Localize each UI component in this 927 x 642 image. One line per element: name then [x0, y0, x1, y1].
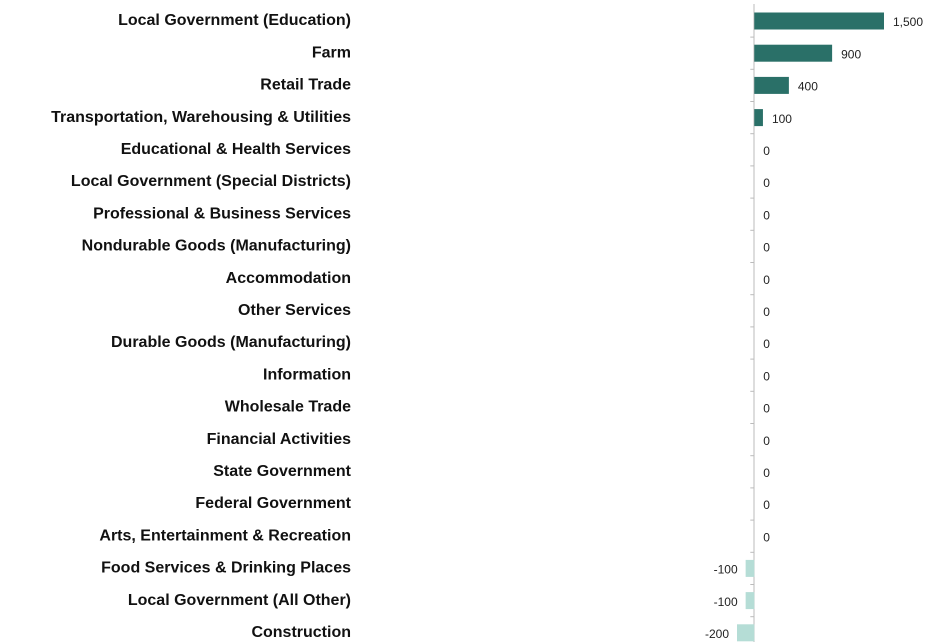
category-label: Information [263, 366, 351, 383]
category-label: Local Government (All Other) [128, 592, 351, 609]
value-label: -200 [705, 627, 729, 641]
category-label: State Government [213, 463, 351, 480]
category-label: Durable Goods (Manufacturing) [111, 334, 351, 351]
value-label: 0 [763, 144, 770, 158]
category-label: Educational & Health Services [121, 141, 351, 158]
value-label: 400 [798, 80, 818, 94]
category-label: Transportation, Warehousing & Utilities [51, 109, 351, 126]
category-label: Food Services & Drinking Places [101, 560, 351, 577]
bar [754, 12, 884, 30]
category-label: Retail Trade [260, 77, 351, 94]
bar [754, 44, 833, 62]
bar [737, 624, 755, 642]
category-label: Arts, Entertainment & Recreation [99, 527, 351, 544]
value-label: 0 [763, 337, 770, 351]
value-label: 1,500 [893, 15, 923, 29]
value-label: 900 [841, 47, 861, 61]
category-label: Professional & Business Services [93, 205, 351, 222]
bar [745, 559, 755, 577]
value-label: 0 [763, 369, 770, 383]
category-label: Other Services [238, 302, 351, 319]
category-label: Local Government (Education) [118, 12, 351, 29]
category-label: Wholesale Trade [225, 399, 351, 416]
value-label: 0 [763, 466, 770, 480]
category-label: Financial Activities [207, 431, 351, 448]
value-label: 0 [763, 402, 770, 416]
value-label: 100 [772, 112, 792, 126]
value-label: 0 [763, 208, 770, 222]
value-label: 0 [763, 530, 770, 544]
value-label: 0 [763, 241, 770, 255]
bar [754, 76, 789, 94]
value-label: 0 [763, 434, 770, 448]
value-label: -100 [714, 595, 738, 609]
bar [754, 109, 763, 127]
value-label: 0 [763, 498, 770, 512]
value-label: 0 [763, 176, 770, 190]
bar [745, 592, 755, 610]
category-label: Farm [312, 44, 351, 61]
value-label: -100 [714, 563, 738, 577]
category-label: Nondurable Goods (Manufacturing) [82, 238, 351, 255]
value-label: 0 [763, 273, 770, 287]
category-label: Accommodation [226, 270, 351, 287]
category-label: Local Government (Special Districts) [71, 173, 351, 190]
value-label: 0 [763, 305, 770, 319]
category-label: Federal Government [195, 495, 351, 512]
category-label: Construction [251, 624, 351, 641]
